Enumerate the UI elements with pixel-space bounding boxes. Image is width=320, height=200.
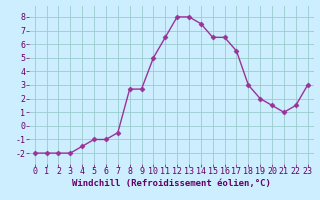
X-axis label: Windchill (Refroidissement éolien,°C): Windchill (Refroidissement éolien,°C) (72, 179, 271, 188)
